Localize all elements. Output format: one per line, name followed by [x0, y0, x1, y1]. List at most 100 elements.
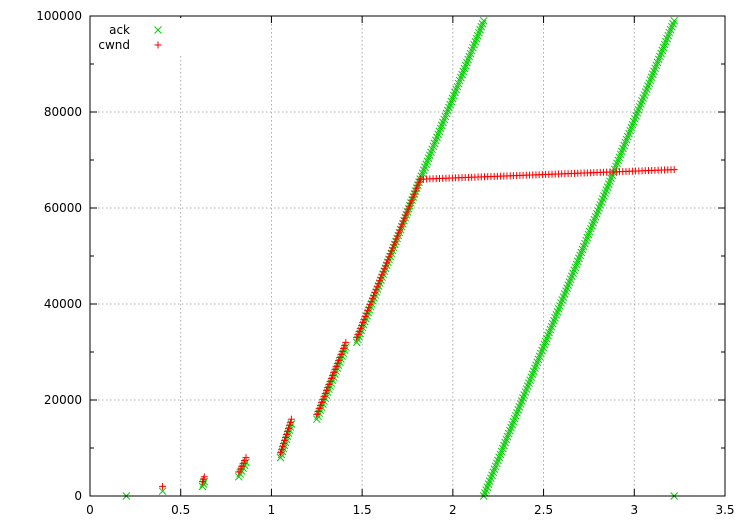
legend-label-cwnd: cwnd — [98, 38, 130, 52]
cwnd-point — [391, 238, 399, 246]
cwnd-point — [411, 187, 419, 195]
cwnd-point — [159, 482, 167, 490]
y-tick-label: 60000 — [44, 201, 82, 215]
cwnd-point — [332, 362, 340, 370]
cwnd-point — [319, 395, 327, 403]
cwnd-point — [383, 259, 391, 267]
axis-ticks: 0 0.5 1 1.5 2 2.5 3 3.5 0 20000 40000 60000 80000 100… — [36, 9, 734, 517]
y-tick-label: 40000 — [44, 297, 82, 311]
cwnd-point — [320, 392, 328, 400]
cwnd-point — [405, 202, 413, 210]
cwnd-point — [333, 359, 341, 367]
cwnd-point — [322, 386, 330, 394]
cwnd-point — [357, 322, 365, 330]
cwnd-point — [378, 271, 386, 279]
cwnd-point — [407, 199, 415, 207]
cwnd-point — [286, 418, 294, 426]
cwnd-point — [337, 350, 345, 358]
ack-point — [670, 16, 679, 25]
y-tick-label: 0 — [74, 489, 82, 503]
cwnd-point — [389, 244, 397, 252]
ack-point — [479, 16, 488, 25]
cwnd-point — [335, 356, 343, 364]
y-tick-label: 20000 — [44, 393, 82, 407]
cwnd-point — [360, 316, 368, 324]
cwnd-point — [369, 292, 377, 300]
cwnd-point — [373, 283, 381, 291]
cwnd-point — [315, 404, 323, 412]
cwnd-point — [280, 437, 288, 445]
cwnd-point — [401, 214, 409, 222]
cwnd-point — [336, 353, 344, 361]
cwnd-point — [372, 286, 380, 294]
cwnd-point — [277, 446, 285, 454]
cwnd-point — [409, 193, 417, 201]
legend-label-ack: ack — [109, 23, 130, 37]
cwnd-point — [374, 280, 382, 288]
cwnd-point — [200, 473, 208, 481]
cwnd-point — [316, 401, 324, 409]
cwnd-point — [380, 265, 388, 273]
cwnd-point — [390, 241, 398, 249]
cwnd-point — [285, 421, 293, 429]
cwnd-point — [277, 449, 284, 457]
cwnd-point — [341, 341, 349, 349]
cwnd-point — [353, 334, 361, 342]
cwnd-point — [281, 434, 289, 442]
x-tick-label: 2.5 — [534, 503, 553, 517]
cwnd-point — [361, 313, 369, 321]
cwnd-point — [414, 181, 422, 189]
cwnd-point — [375, 277, 383, 285]
cwnd-point — [387, 247, 395, 255]
y-tick-label: 100000 — [36, 9, 82, 23]
legend-background — [92, 18, 182, 54]
x-tick-label: 0 — [86, 503, 94, 517]
cwnd-point — [393, 232, 401, 240]
plot-frame — [89, 15, 726, 497]
cwnd-point — [284, 424, 292, 432]
x-tick-label: 2 — [449, 503, 457, 517]
cwnd-point — [325, 380, 333, 388]
cwnd-point — [403, 208, 411, 216]
cwnd-point — [238, 462, 246, 470]
cwnd-point — [282, 430, 290, 438]
cwnd-point — [330, 368, 338, 376]
cwnd-point — [239, 459, 247, 467]
cwnd-point — [399, 217, 407, 225]
cwnd-point — [241, 456, 249, 464]
cwnd-point — [392, 235, 400, 243]
cwnd-point — [356, 325, 364, 333]
x-tick-label: 1.5 — [353, 503, 372, 517]
cwnd-point — [287, 415, 295, 423]
cwnd-point — [327, 374, 335, 382]
cwnd-point — [385, 253, 393, 261]
cwnd-point — [318, 398, 326, 406]
x-tick-label: 3.5 — [715, 503, 734, 517]
cwnd-point — [314, 407, 322, 415]
cwnd-point — [398, 220, 406, 228]
cwnd-point — [326, 377, 334, 385]
x-tick-label: 1 — [268, 503, 276, 517]
cwnd-point — [338, 347, 346, 355]
cwnd-point — [329, 371, 337, 379]
cwnd-point — [236, 465, 244, 473]
cwnd-point — [408, 196, 416, 204]
cwnd-point — [402, 211, 410, 219]
cwnd-point — [384, 256, 392, 264]
data-points — [122, 16, 679, 500]
cwnd-point — [396, 226, 404, 234]
cwnd-point — [413, 184, 421, 192]
cwnd-point — [404, 205, 412, 213]
cwnd-point — [368, 295, 376, 303]
cwnd-point — [321, 389, 329, 397]
ack-point — [158, 487, 167, 496]
cwnd-point — [415, 178, 423, 186]
cwnd-point — [354, 331, 362, 339]
legend-marker-cwnd — [154, 41, 162, 49]
cwnd-point — [279, 440, 287, 448]
cwnd-point — [342, 338, 350, 346]
cwnd-point — [365, 304, 373, 312]
y-tick-label: 80000 — [44, 105, 82, 119]
